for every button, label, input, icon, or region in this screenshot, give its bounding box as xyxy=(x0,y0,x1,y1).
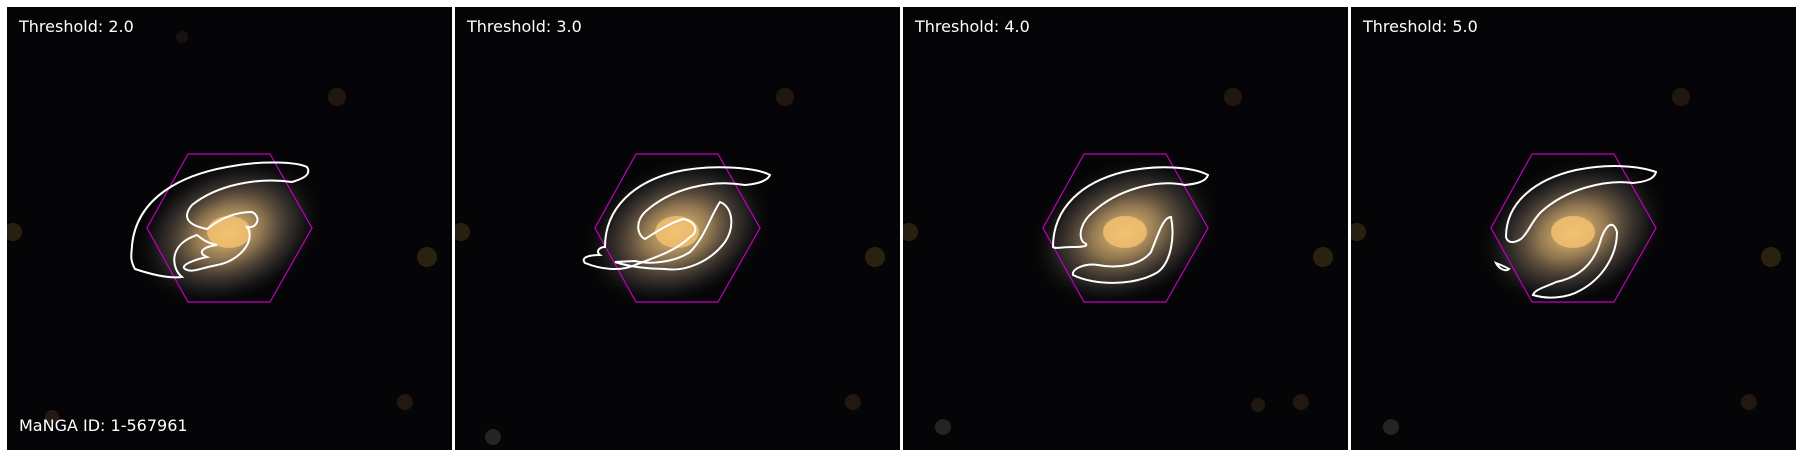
contour-outline xyxy=(1493,261,1511,272)
panel-threshold-5: Threshold: 5.0 xyxy=(1351,7,1796,450)
ifu-hexagon xyxy=(146,153,313,303)
threshold-label: Threshold: 3.0 xyxy=(467,17,582,36)
ifu-hexagon xyxy=(1042,153,1209,303)
galaxy-image xyxy=(7,7,452,450)
galaxy-image xyxy=(903,7,1348,450)
threshold-label: Threshold: 5.0 xyxy=(1363,17,1478,36)
ifu-hexagon xyxy=(594,153,761,303)
contour-outline xyxy=(614,200,733,271)
contour-outline xyxy=(1071,215,1174,284)
contour-outline xyxy=(582,166,772,271)
contour-outline xyxy=(1531,223,1619,299)
contour-outline xyxy=(130,161,310,279)
contour-outline xyxy=(1051,166,1210,249)
manga-id-label: MaNGA ID: 1-567961 xyxy=(19,416,188,435)
panel-threshold-3: Threshold: 3.0 xyxy=(455,7,900,450)
threshold-label: Threshold: 4.0 xyxy=(915,17,1030,36)
panel-threshold-2: Threshold: 2.0 MaNGA ID: 1-567961 xyxy=(7,7,452,450)
threshold-label: Threshold: 2.0 xyxy=(19,17,134,36)
galaxy-image xyxy=(1351,7,1796,450)
ifu-hexagon xyxy=(1490,153,1657,303)
galaxy-image xyxy=(455,7,900,450)
panel-threshold-4: Threshold: 4.0 xyxy=(903,7,1348,450)
contour-outline xyxy=(1504,165,1658,244)
